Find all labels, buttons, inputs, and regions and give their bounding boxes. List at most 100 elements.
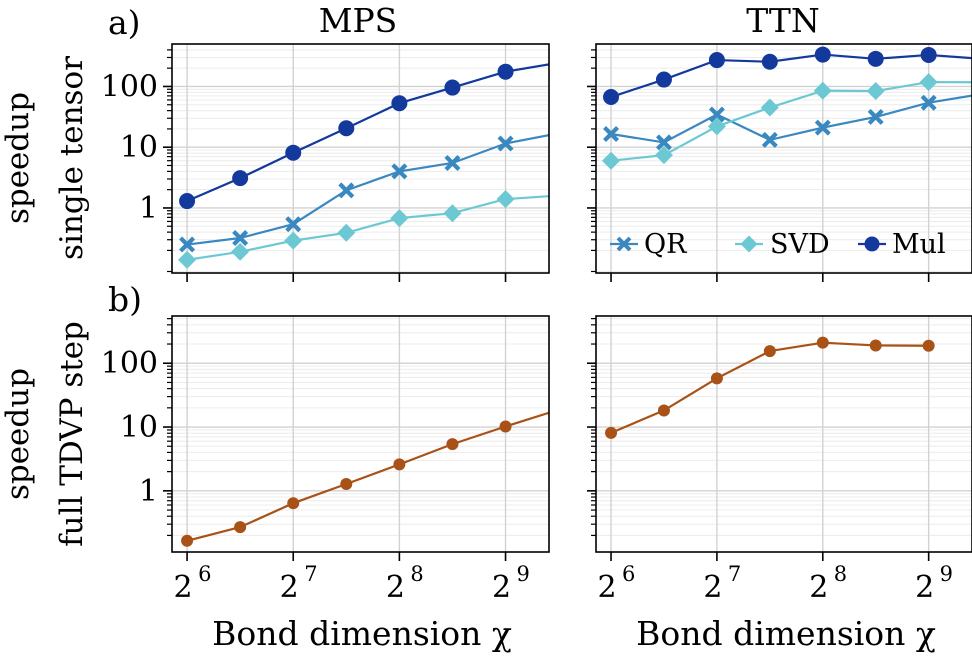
data-point [920,94,937,111]
series-line-svd [610,80,972,162]
data-point [655,134,672,151]
data-point [285,216,302,233]
data-point [603,89,620,106]
minor-gridlines [591,318,972,537]
data-point [446,438,459,451]
x-tick-exponent: 7 [304,562,317,586]
legend-item: QR [610,229,687,260]
data-point [391,163,408,180]
x-tick-label: 2 [174,570,193,605]
data-point [603,126,620,142]
x-tick-exponent: 9 [940,562,953,586]
data-point [234,521,247,534]
data-point [761,53,778,70]
data-point [922,339,935,352]
ylabel-top-line2: single tensor [54,56,90,260]
data-point [552,127,565,140]
data-point [178,250,197,269]
data-point [813,81,832,100]
legend-marker [864,236,880,252]
y-tick-label: 1 [139,474,158,509]
data-point [553,404,565,416]
data-point [338,120,355,137]
xlabel-ttn: Bond dimension χ [636,614,936,653]
x-tick-label: 2 [809,570,828,605]
legend-label: QR [644,229,687,260]
data-point [231,242,250,261]
data-point [287,497,300,510]
series-group [605,336,935,439]
data-point [232,230,249,247]
y-tick-label: 1 [139,191,158,226]
y-tick-label: 10 [120,410,158,445]
data-point [707,117,726,136]
ylabel-top-line1: speedup [0,92,36,224]
data-point [393,458,406,471]
data-point [760,98,779,117]
minor-gridlines [167,49,549,273]
data-point [285,144,302,161]
panel-a-MPS: 1 10 100 [101,43,565,282]
data-point [867,108,884,125]
series-group [178,63,565,269]
data-point [499,420,512,433]
x-tick-label: 2 [386,570,405,605]
data-point [602,151,621,170]
data-point [179,193,196,210]
data-point [814,46,831,63]
data-point [340,477,353,490]
x-tick-exponent: 6 [622,562,635,586]
series-group [181,404,565,547]
legend: QR SVD Mul [610,229,946,260]
data-point [338,182,355,199]
panel-a-TTN: QR SVD Mul [587,43,972,282]
ylabel-bottom-line2: full TDVP step [54,321,90,547]
data-point [232,170,249,187]
ylabel-bottom-line1: speedup [0,368,36,500]
data-point [866,82,885,101]
legend-marker [740,235,758,253]
data-point [444,155,461,171]
col-title-ttn: TTN [746,1,820,40]
x-tick-exponent: 6 [198,562,211,586]
data-point [443,204,462,223]
panel-label-b: b) [108,280,142,319]
minor-gridlines [167,318,549,537]
x-tick-label: 2 [492,570,511,605]
major-gridlines [172,316,549,552]
legend-item: SVD [735,229,830,260]
data-point [337,223,356,242]
x-tick-label: 2 [703,570,722,605]
legend-label: Mul [892,229,946,260]
data-point [919,73,938,92]
x-tick-label: 2 [915,570,934,605]
legend-label: SVD [770,229,830,260]
data-point [497,135,514,152]
data-point [814,119,831,136]
y-tick-label: 100 [101,69,158,104]
x-tick-exponent: 7 [728,562,741,586]
series-line-svd [186,195,549,261]
x-tick-exponent: 8 [410,562,423,586]
series-line-qr [610,94,972,144]
data-point [284,231,303,250]
axes-frame [595,43,972,274]
data-point [708,52,725,69]
data-point [179,236,196,253]
axes-frame [171,315,550,553]
series-line-qr [186,133,549,246]
x-tick-label: 2 [280,570,299,605]
data-point [654,146,673,165]
data-point [605,426,618,439]
series-line-full-tdvp-step [186,411,549,542]
data-point [390,209,409,228]
data-point [816,336,829,349]
x-tick-exponent: 8 [834,562,847,586]
data-point [710,372,723,385]
data-point [869,339,882,352]
data-point [444,79,461,96]
